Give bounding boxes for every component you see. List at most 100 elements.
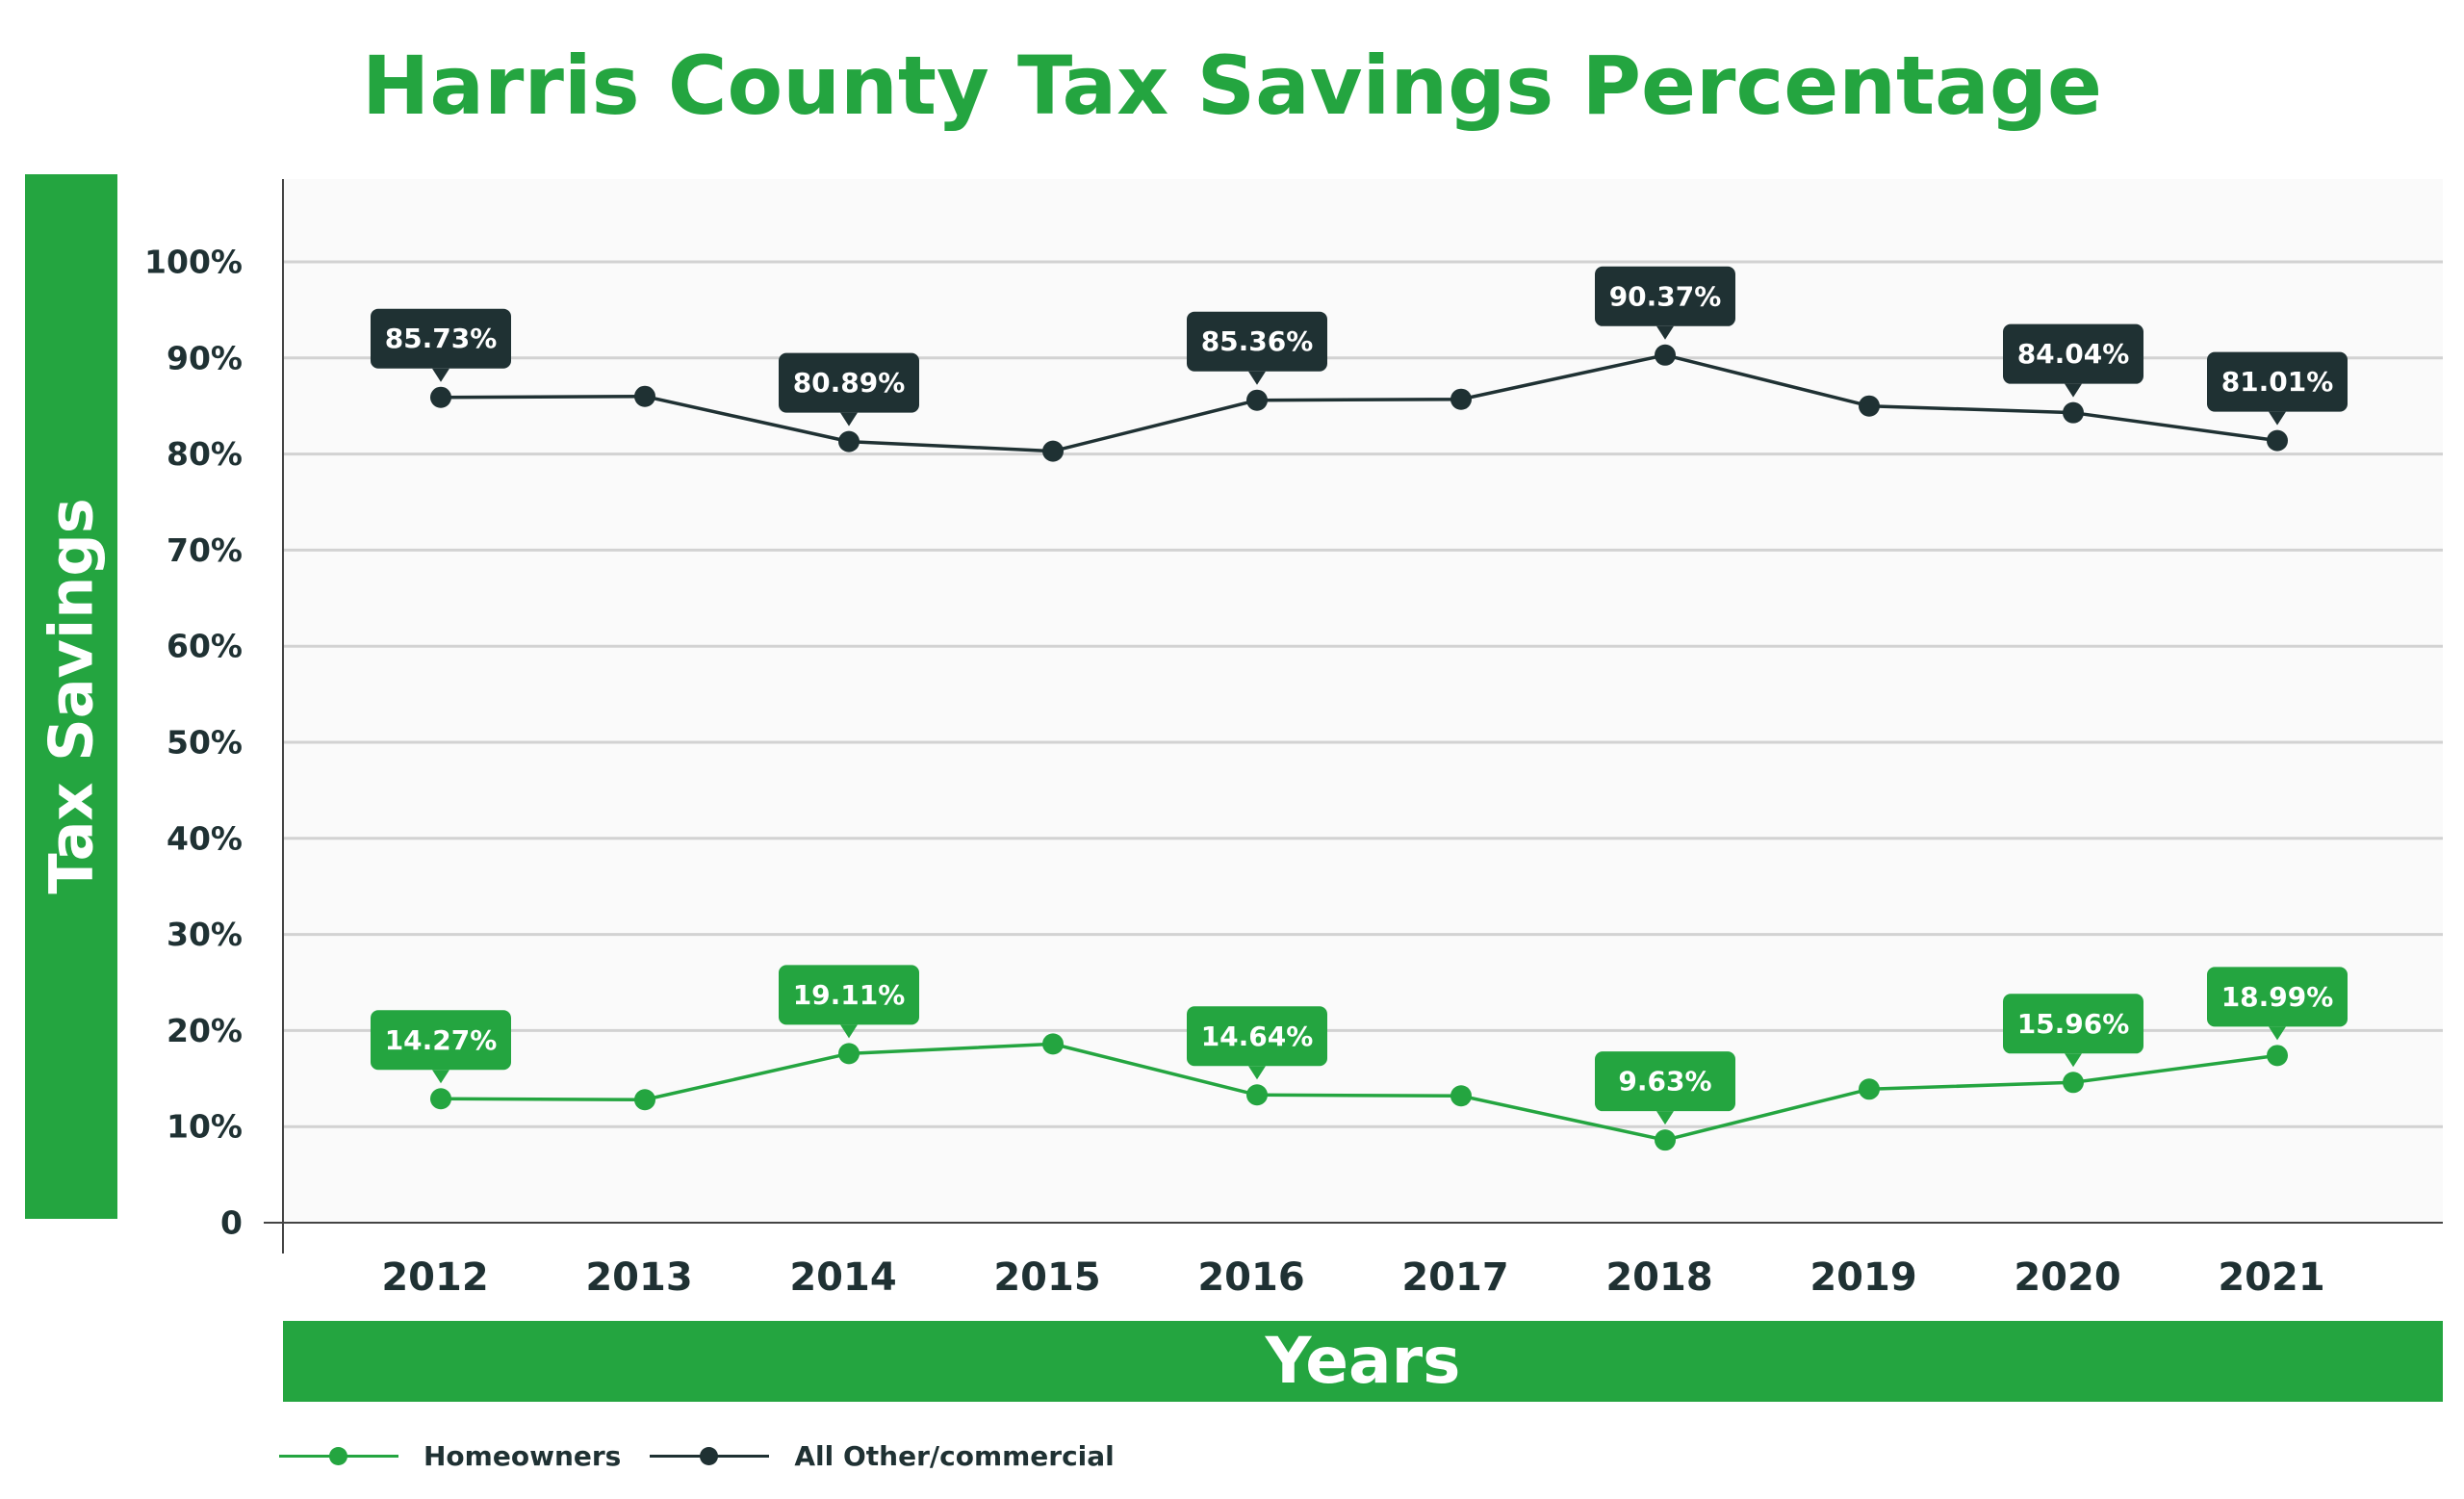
- data-point: [2267, 1045, 2288, 1067]
- data-point: [634, 1089, 655, 1111]
- x-tick-label: 2014: [789, 1255, 896, 1300]
- data-label: 85.73%: [385, 323, 498, 354]
- data-label-callout: 18.99%: [2207, 967, 2348, 1041]
- data-label: 19.11%: [793, 979, 906, 1011]
- data-label-pointer: [1248, 371, 1266, 385]
- y-tick-label: 80%: [167, 435, 243, 473]
- data-label-box: [2207, 351, 2348, 412]
- data-point: [2267, 429, 2288, 452]
- data-label-callout: 85.73%: [371, 308, 511, 382]
- y-axis-label-band: [25, 174, 117, 1219]
- data-point: [1246, 1084, 1268, 1106]
- y-tick-label: 70%: [167, 531, 243, 569]
- data-point: [1042, 1033, 1064, 1055]
- data-point: [838, 430, 860, 452]
- data-point: [1859, 395, 1880, 417]
- legend-label-commercial: All Other/commercial: [794, 1439, 1115, 1472]
- x-tick-label: 2019: [1810, 1255, 1916, 1300]
- data-label-box: [2207, 967, 2348, 1027]
- data-label-box: [1187, 311, 1327, 372]
- data-label-pointer: [2269, 411, 2286, 426]
- x-tick-label: 2020: [2014, 1255, 2120, 1300]
- data-label-pointer: [1656, 325, 1674, 340]
- x-axis-label-band: [283, 1321, 2443, 1402]
- data-label-callout: 14.27%: [371, 1010, 511, 1084]
- data-label-callout: 80.89%: [779, 352, 919, 426]
- data-label-box: [2003, 994, 2143, 1054]
- data-point: [634, 385, 655, 407]
- data-label-box: [371, 1010, 511, 1071]
- data-label-callout: 90.37%: [1595, 266, 1735, 340]
- data-label: 14.27%: [385, 1024, 498, 1056]
- data-label-box: [371, 308, 511, 369]
- data-label-box: [2003, 323, 2143, 384]
- data-point: [1042, 440, 1064, 462]
- data-label-box: [1187, 1006, 1327, 1067]
- x-tick-label: 2017: [1401, 1255, 1508, 1300]
- data-label-pointer: [432, 1070, 449, 1084]
- data-point: [430, 386, 451, 408]
- data-label: 90.37%: [1609, 280, 1722, 312]
- data-label: 14.64%: [1201, 1021, 1314, 1052]
- data-label-box: [1595, 1051, 1735, 1112]
- data-point: [1655, 1129, 1676, 1151]
- data-label-callout: 15.96%: [2003, 994, 2143, 1068]
- data-label-pointer: [2065, 1053, 2082, 1068]
- data-point: [1450, 388, 1472, 410]
- data-point: [1655, 344, 1676, 366]
- x-tick-label: 2018: [1605, 1255, 1712, 1300]
- y-tick-label: 40%: [167, 819, 243, 857]
- data-label-callout: 84.04%: [2003, 323, 2143, 398]
- data-label-pointer: [840, 412, 858, 426]
- data-label-callout: 14.64%: [1187, 1006, 1327, 1080]
- data-label-box: [779, 352, 919, 413]
- data-label-pointer: [432, 368, 449, 382]
- data-label: 9.63%: [1618, 1066, 1711, 1098]
- data-point: [2063, 401, 2084, 424]
- data-point: [1859, 1078, 1880, 1100]
- x-tick-label: 2012: [381, 1255, 488, 1300]
- data-point: [1450, 1085, 1472, 1107]
- data-label-callout: 19.11%: [779, 965, 919, 1039]
- series-line-0: [440, 1042, 2278, 1142]
- data-point: [1246, 389, 1268, 411]
- data-label: 85.36%: [1201, 325, 1314, 357]
- data-point: [838, 1043, 860, 1065]
- legend-label-homeowners: Homeowners: [424, 1439, 622, 1472]
- data-label-pointer: [840, 1024, 858, 1039]
- x-tick-label: 2016: [1197, 1255, 1304, 1300]
- series-line-1: [440, 353, 2278, 453]
- data-label-box: [779, 965, 919, 1025]
- x-tick-label: 2013: [585, 1255, 692, 1300]
- y-tick-label: 90%: [167, 339, 243, 376]
- y-tick-label: 100%: [144, 244, 243, 281]
- data-label: 84.04%: [2017, 338, 2130, 370]
- data-label: 15.96%: [2017, 1008, 2130, 1040]
- y-tick-label: 20%: [167, 1012, 243, 1049]
- data-label-callout: 85.36%: [1187, 311, 1327, 385]
- data-label-pointer: [1248, 1066, 1266, 1080]
- legend: Homeowners All Other/commercial: [279, 1434, 1143, 1477]
- data-label: 80.89%: [793, 367, 906, 399]
- y-tick-label: 60%: [167, 628, 243, 665]
- y-tick-label: 30%: [167, 916, 243, 953]
- x-tick-label: 2021: [2218, 1255, 2324, 1300]
- data-point: [2063, 1072, 2084, 1094]
- data-label-box: [1595, 266, 1735, 326]
- x-tick-label: 2015: [993, 1255, 1100, 1300]
- legend-swatch-commercial: [650, 1446, 770, 1465]
- legend-item-homeowners: Homeowners: [279, 1440, 621, 1472]
- data-label-pointer: [2065, 383, 2082, 398]
- data-label-pointer: [2269, 1026, 2286, 1041]
- y-tick-label: 0: [220, 1204, 243, 1242]
- data-label-pointer: [1656, 1111, 1674, 1125]
- legend-item-commercial: All Other/commercial: [650, 1439, 1115, 1472]
- x-axis-label: Years: [1265, 1324, 1461, 1398]
- data-point: [430, 1088, 451, 1110]
- data-label: 81.01%: [2221, 366, 2334, 398]
- legend-swatch-homeowners: [279, 1446, 398, 1465]
- data-label: 18.99%: [2221, 981, 2334, 1013]
- chart-title: Harris County Tax Savings Percentage: [362, 39, 2102, 133]
